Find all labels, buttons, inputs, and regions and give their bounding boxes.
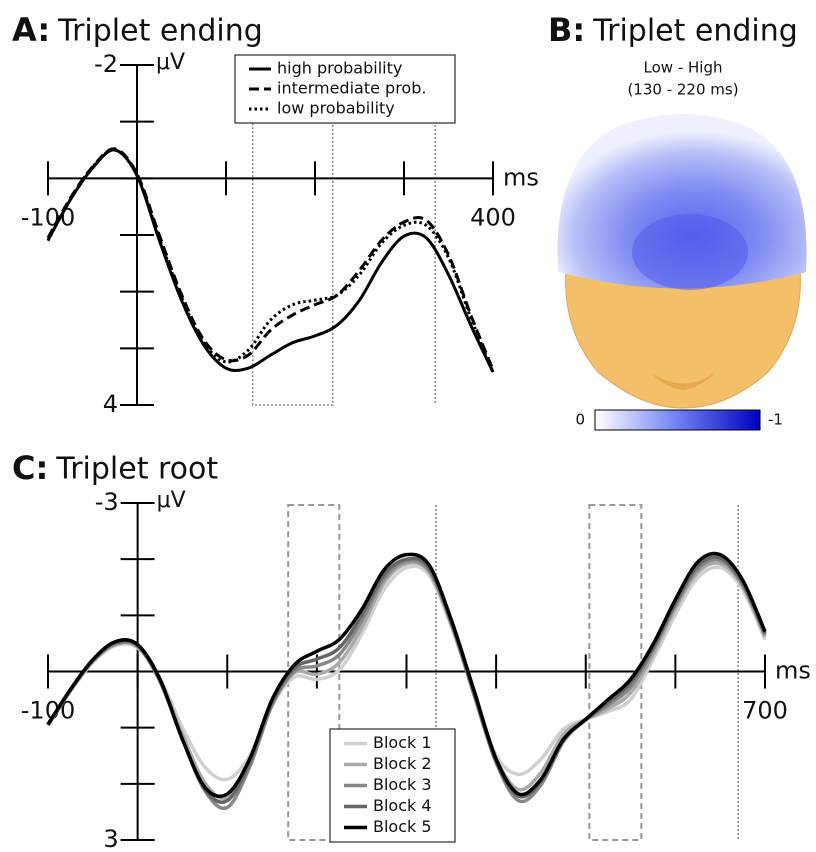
series-line: [46, 148, 495, 373]
subtitle: Low - High: [644, 59, 723, 77]
panel-letter: B:: [548, 11, 585, 49]
legend-label: Block 1: [373, 733, 432, 752]
panel-letter: A:: [12, 11, 50, 49]
x-tick-label: 400: [470, 203, 516, 231]
y-axis-label: μV: [156, 50, 185, 75]
legend-label: Block 5: [373, 817, 432, 836]
y-tick-label: 3: [103, 825, 118, 852]
panel-title: Triplet ending: [57, 14, 263, 49]
y-tick-label: -2: [94, 50, 118, 78]
colorbar-tick-label: -1: [768, 411, 783, 429]
panel-title: Triplet ending: [592, 14, 798, 49]
legend-box: [234, 54, 456, 124]
highlight-window: [588, 504, 643, 841]
legend-label: high probability: [277, 59, 402, 78]
colorbar-tick-label: 0: [575, 411, 585, 429]
x-tick-label: 700: [742, 697, 788, 725]
legend-label: Block 4: [373, 796, 432, 815]
series-line: [46, 551, 767, 799]
y-tick-label: 4: [103, 390, 118, 418]
series-line: [46, 147, 495, 371]
x-axis-label: ms: [775, 657, 811, 685]
x-tick-label: -100: [21, 697, 75, 725]
legend-label: low probability: [277, 99, 395, 118]
y-tick-label: -3: [95, 488, 119, 516]
panel-letter: C:: [12, 449, 48, 487]
legend-label: Block 2: [373, 754, 432, 773]
colorbar: [594, 409, 761, 431]
legend-label: intermediate prob.: [277, 79, 426, 98]
x-axis-label: ms: [503, 163, 539, 191]
subtitle: (130 - 220 ms): [627, 81, 738, 99]
y-axis-label: μV: [157, 488, 186, 513]
series-line: [46, 148, 495, 373]
head-model: [557, 114, 807, 409]
legend-label: Block 3: [373, 775, 432, 794]
panel-title: Triplet root: [55, 452, 218, 487]
legend: Block 1 Block 2 Block 3 Block 4 Block 5: [329, 728, 456, 843]
